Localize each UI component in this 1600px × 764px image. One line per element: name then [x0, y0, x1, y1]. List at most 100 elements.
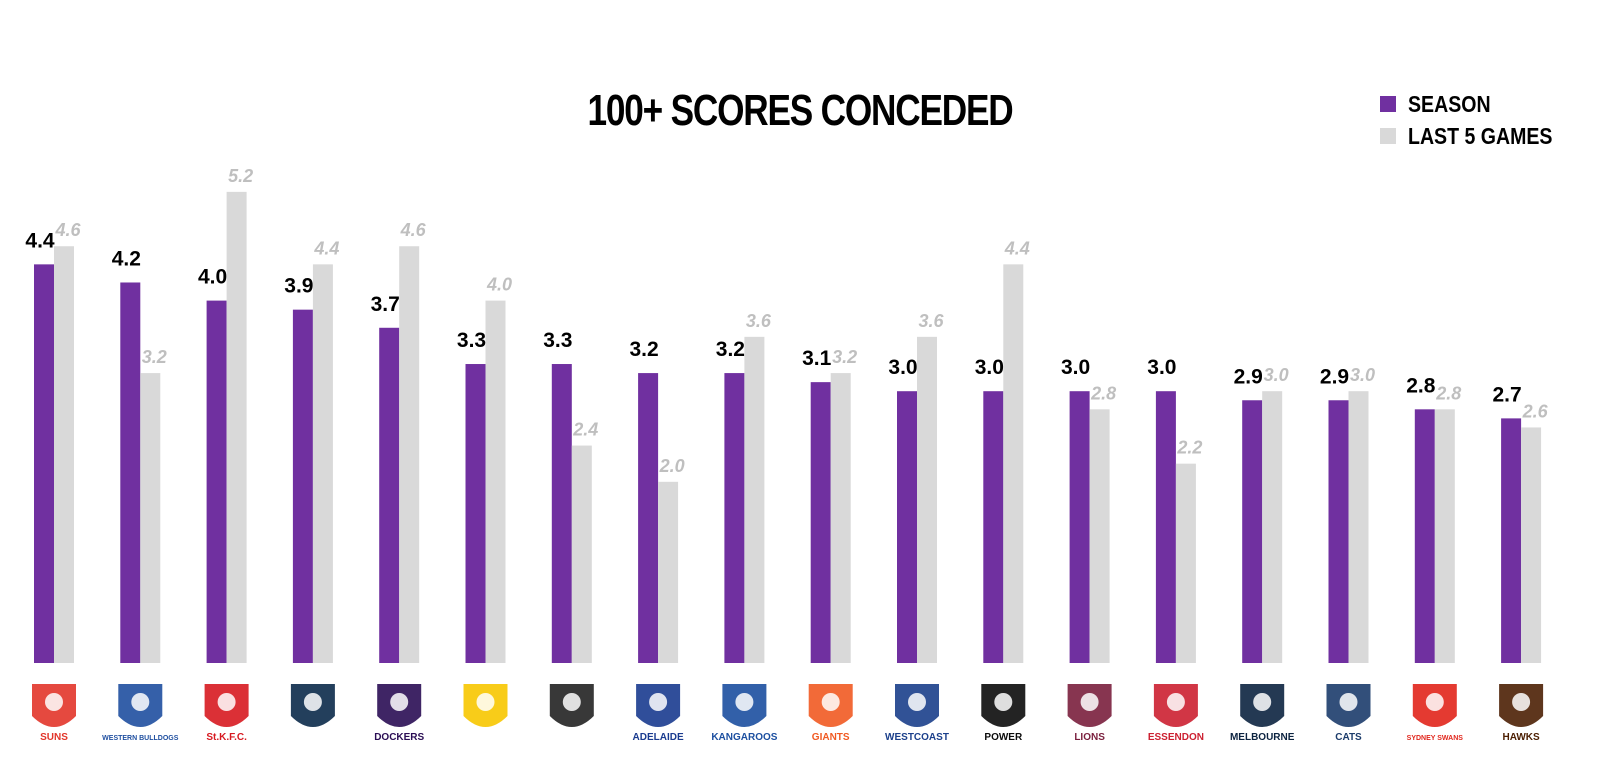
bar-season	[724, 373, 745, 663]
logo-label: HAWKS	[1502, 732, 1540, 743]
data-label-season: 3.0	[1147, 356, 1176, 379]
tiger-icon	[463, 684, 508, 727]
data-label-season: 4.0	[198, 266, 227, 289]
bar-season	[1501, 418, 1522, 663]
monogram-icon	[290, 684, 335, 727]
data-label-last5: 3.0	[1350, 365, 1375, 385]
data-label-season: 3.2	[629, 338, 658, 361]
bar-season	[810, 382, 831, 663]
logo-label: WESTCOAST	[885, 732, 949, 743]
data-label-last5: 4.4	[313, 238, 339, 258]
data-label-season: 3.0	[888, 356, 917, 379]
cat-icon	[1326, 684, 1371, 727]
bar-last5	[312, 264, 333, 663]
logo-label: ADELAIDE	[633, 732, 684, 743]
data-label-last5: 4.0	[486, 275, 512, 295]
data-label-last5: 3.2	[142, 347, 167, 367]
eagle-icon-part	[908, 693, 926, 711]
logo-label: WESTERN BULLDOGS	[102, 735, 179, 742]
shield-icon-part	[994, 693, 1013, 711]
bar-season	[983, 391, 1004, 663]
data-label-last5: 4.6	[400, 220, 427, 240]
data-label-season: 4.4	[25, 229, 55, 252]
stripes-icon	[204, 684, 249, 727]
g-icon	[808, 684, 853, 727]
data-label-season: 2.9	[1320, 365, 1349, 388]
lion-icon-part	[1080, 693, 1099, 711]
logo-label: CATS	[1335, 732, 1362, 743]
bar-last5	[1434, 409, 1455, 663]
anchor-icon	[377, 684, 422, 727]
bar-season	[1414, 409, 1435, 663]
magpie-icon-part	[562, 693, 581, 711]
chart-title: 100+ SCORES CONCEDED	[587, 86, 1014, 135]
legend: SEASON LAST 5 GAMES	[1380, 88, 1578, 152]
cat-icon-part	[1339, 693, 1358, 711]
bar-last5	[830, 373, 851, 663]
bulldog-icon	[118, 684, 163, 727]
bar-last5	[399, 246, 420, 664]
data-label-season: 4.2	[112, 247, 141, 270]
legend-swatch-last5	[1380, 128, 1396, 144]
data-label-last5: 2.4	[572, 420, 598, 440]
bar-last5	[1175, 463, 1196, 663]
data-label-season: 3.2	[716, 338, 745, 361]
data-label-season: 3.1	[802, 347, 832, 370]
data-label-last5: 2.8	[1090, 383, 1116, 403]
legend-label-last5: LAST 5 GAMES	[1408, 122, 1553, 149]
logo-label: MELBOURNE	[1230, 732, 1295, 743]
data-label-season: 3.9	[284, 275, 313, 298]
bar-season	[551, 364, 572, 663]
demon-icon-part	[1253, 693, 1272, 711]
hawk-icon	[1499, 684, 1544, 727]
bar-season	[897, 391, 917, 663]
bar-season	[1155, 391, 1176, 663]
sun-icon	[32, 684, 76, 727]
logo-label: LIONS	[1074, 732, 1105, 743]
bar-season	[1328, 400, 1349, 663]
demon-icon	[1240, 684, 1285, 727]
kangaroo-icon	[722, 684, 767, 727]
data-label-last5: 5.2	[228, 166, 253, 186]
bar-last5	[917, 336, 937, 663]
bar-last5	[744, 336, 765, 663]
magpie-icon	[549, 684, 594, 727]
bar-last5	[226, 191, 247, 663]
hawk-icon-part	[1512, 693, 1531, 711]
bomber-icon-part	[1166, 693, 1185, 711]
data-label-season: 3.0	[1061, 356, 1090, 379]
logo-label: ESSENDON	[1148, 732, 1204, 743]
bar-season	[292, 309, 313, 663]
lion-icon	[1067, 684, 1112, 727]
data-label-season: 3.3	[543, 329, 572, 352]
bar-season	[638, 373, 659, 663]
logo-label: GIANTS	[812, 732, 850, 743]
data-label-last5: 3.0	[1264, 365, 1289, 385]
logo-label: DOCKERS	[374, 732, 424, 743]
stripes-icon-part	[217, 693, 236, 711]
bar-last5	[485, 300, 506, 663]
crow-icon-part	[649, 693, 668, 711]
bar-last5	[1348, 391, 1369, 663]
logo-label: SYDNEY SWANS	[1407, 735, 1464, 742]
data-label-last5: 2.2	[1176, 438, 1202, 458]
bar-season	[206, 300, 227, 663]
swan-icon	[1412, 684, 1457, 727]
logo-label: KANGAROOS	[711, 732, 777, 743]
data-label-season: 2.8	[1406, 374, 1436, 397]
legend-item-season: SEASON	[1380, 88, 1578, 120]
data-label-last5: 2.8	[1435, 383, 1461, 403]
crow-icon	[636, 684, 681, 727]
swan-icon-part	[1425, 693, 1444, 711]
logo-label: SUNS	[40, 732, 68, 743]
logo-label: St.K.F.C.	[206, 732, 247, 743]
bar-season	[120, 282, 141, 663]
data-label-last5: 4.4	[1004, 238, 1030, 258]
legend-item-last5: LAST 5 GAMES	[1380, 120, 1578, 152]
bar-season	[379, 327, 400, 663]
data-label-season: 3.0	[975, 356, 1004, 379]
shield-icon	[981, 684, 1026, 727]
bar-last5	[54, 246, 74, 664]
kangaroo-icon-part	[735, 693, 754, 711]
